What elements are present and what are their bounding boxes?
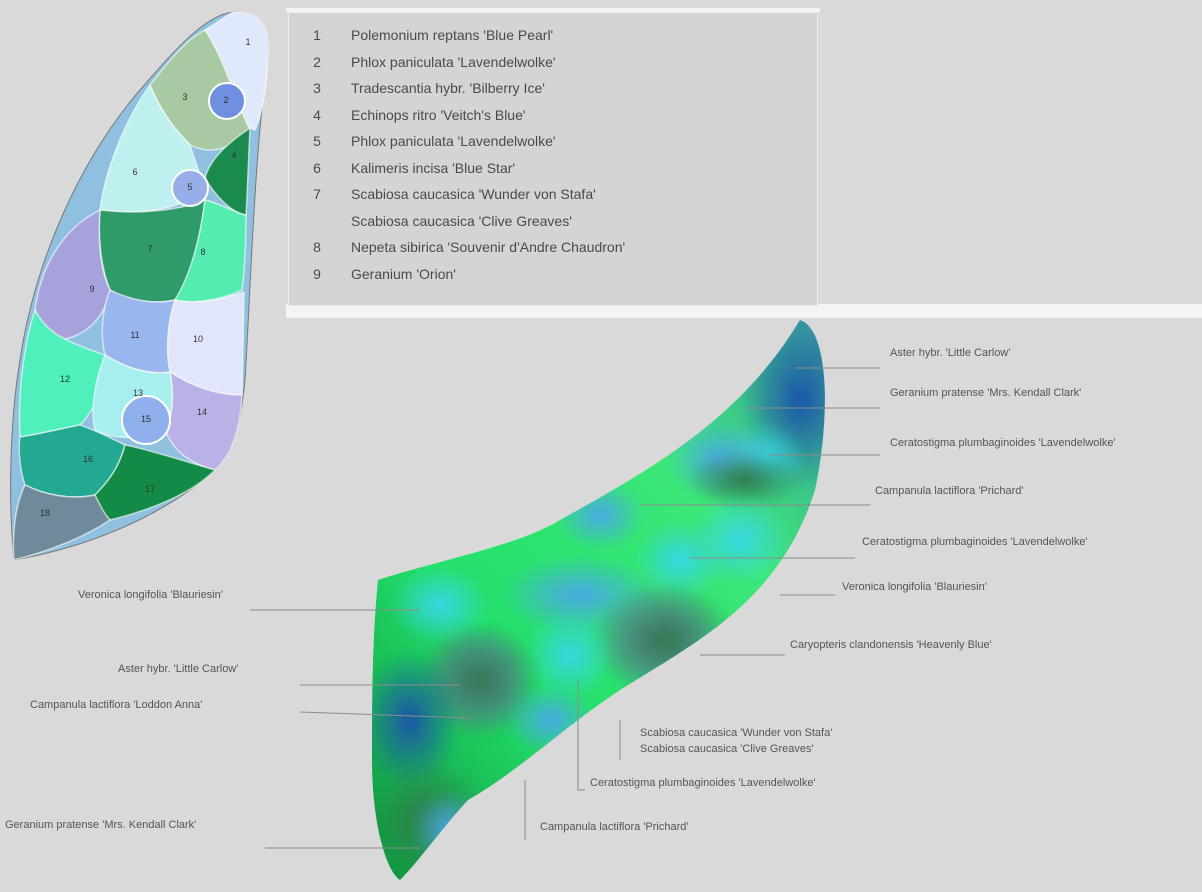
bed-area-number: 17 (145, 484, 155, 494)
plant-callout: Scabiosa caucasica 'Clive Greaves' (640, 743, 814, 755)
bed-area-number: 11 (130, 330, 139, 340)
legend-item-name: Phlox paniculata 'Lavendelwolke' (351, 133, 556, 149)
legend-frame-bottom (286, 304, 1202, 318)
legend-item-name: Echinops ritro 'Veitch's Blue' (351, 106, 526, 123)
legend-frame-top (286, 8, 820, 12)
bed-area-number: 15 (141, 414, 151, 424)
planting-blob (410, 790, 490, 870)
bed-area-number: 9 (89, 284, 94, 294)
leader-line (577, 680, 585, 791)
plant-callout: Geranium pratense 'Mrs. Kendall Clark' (5, 819, 196, 831)
legend-item-number: 1 (313, 27, 321, 43)
bed-area-number: 12 (60, 374, 70, 384)
bed-area-8 (173, 199, 247, 303)
plant-callout: Campanula lactiflora 'Prichard' (875, 485, 1024, 497)
legend-item-number: 5 (313, 133, 321, 149)
bed-area-5 (171, 169, 209, 207)
plant-callout: Aster hybr. 'Little Carlow' (890, 347, 1010, 359)
bed-area-number: 10 (193, 334, 203, 344)
plant-callout: Veronica longifolia 'Blauriesin' (78, 589, 223, 601)
plant-callout: Geranium pratense 'Mrs. Kendall Clark' (890, 387, 1081, 399)
planting-blob (685, 450, 805, 510)
legend-item-name: Kalimeris incisa 'Blue Star' (351, 159, 516, 176)
planting-blob (525, 610, 615, 700)
legend-item-name: Phlox paniculata 'Lavendelwolke' (351, 53, 556, 70)
bed-area-17 (94, 444, 217, 521)
legend-item-number: 4 (313, 106, 321, 123)
plant-legend: 1 Polemonium reptans 'Blue Pearl' 2 Phlox p… (288, 12, 818, 306)
planting-blob (505, 685, 595, 755)
plant-callout: Ceratostigma plumbaginoides 'Lavendelwol… (890, 437, 1116, 449)
plant-callout: Veronica longifolia 'Blauriesin' (842, 581, 987, 593)
bed-area-2 (208, 82, 246, 120)
legend-item-number: 2 (313, 53, 321, 70)
bed-area-number: 2 (223, 95, 228, 105)
bed-area-number: 13 (133, 388, 143, 398)
plant-callout: Aster hybr. 'Little Carlow' (118, 663, 238, 675)
plant-callout: Ceratostigma plumbaginoides 'Lavendelwol… (862, 536, 1088, 548)
legend-item-number: 3 (313, 80, 321, 96)
bed-area-number: 6 (132, 167, 137, 177)
legend-item-number: 9 (313, 265, 321, 282)
legend-item-name: Scabiosa caucasica 'Clive Greaves' (351, 212, 572, 229)
bed-area-number: 8 (200, 247, 205, 257)
planting-blob (590, 580, 740, 700)
planting-blob (690, 495, 790, 585)
plant-callout: Campanula lactiflora 'Loddon Anna' (30, 699, 202, 711)
legend-item-number: 6 (313, 159, 321, 176)
planting-blob (555, 480, 645, 550)
leader-line (299, 711, 471, 719)
bed-area-number: 7 (147, 244, 152, 254)
legend-item-name: Geranium 'Orion' (351, 265, 456, 282)
bed-area-15 (121, 395, 171, 445)
bed-area-4 (204, 126, 251, 216)
bed-area-18 (12, 483, 112, 561)
legend-item-name: Tradescantia hybr. 'Bilberry Ice' (351, 80, 545, 96)
legend-item-number: 8 (313, 239, 321, 255)
bed-area-number: 3 (182, 92, 187, 102)
legend-item-number: 7 (313, 186, 321, 202)
bed-area-number: 1 (245, 37, 250, 47)
bed-area-number: 14 (197, 407, 207, 417)
plant-callout: Campanula lactiflora 'Prichard' (540, 821, 689, 833)
bed-area-number: 18 (40, 508, 50, 518)
bed-area-number: 5 (187, 182, 192, 192)
planting-blob (390, 565, 490, 645)
bed-area-number: 4 (231, 150, 236, 160)
legend-item-name: Nepeta sibirica 'Souvenir d'Andre Chaudr… (351, 239, 626, 255)
plant-callout: Caryopteris clandonensis 'Heavenly Blue' (790, 639, 992, 651)
plant-callout: Scabiosa caucasica 'Wunder von Stafa' (640, 727, 832, 739)
plant-callout: Ceratostigma plumbaginoides 'Lavendelwol… (590, 777, 816, 789)
legend-item-name: Scabiosa caucasica 'Wunder von Stafa' (351, 186, 596, 202)
legend-item-name: Polemonium reptans 'Blue Pearl' (351, 27, 554, 43)
bed-area-number: 16 (83, 454, 93, 464)
